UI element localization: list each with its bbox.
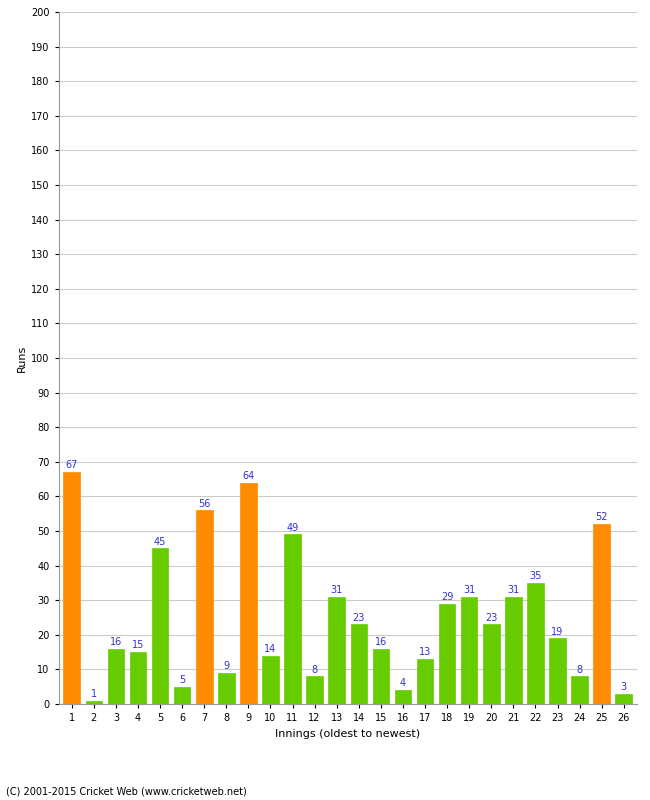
Bar bbox=[196, 510, 213, 704]
Text: 31: 31 bbox=[463, 585, 475, 595]
Bar bbox=[549, 638, 566, 704]
Bar bbox=[483, 625, 500, 704]
Text: 49: 49 bbox=[287, 522, 298, 533]
Text: 23: 23 bbox=[485, 613, 497, 622]
Bar bbox=[130, 652, 146, 704]
Text: 67: 67 bbox=[66, 461, 78, 470]
Text: 23: 23 bbox=[352, 613, 365, 622]
Text: (C) 2001-2015 Cricket Web (www.cricketweb.net): (C) 2001-2015 Cricket Web (www.cricketwe… bbox=[6, 786, 247, 796]
Bar bbox=[593, 524, 610, 704]
Text: 31: 31 bbox=[507, 585, 519, 595]
Bar bbox=[527, 583, 543, 704]
Text: 52: 52 bbox=[595, 512, 608, 522]
Bar bbox=[417, 659, 434, 704]
Y-axis label: Runs: Runs bbox=[17, 344, 27, 372]
Bar bbox=[350, 625, 367, 704]
Bar bbox=[571, 676, 588, 704]
Bar bbox=[461, 597, 478, 704]
Text: 31: 31 bbox=[331, 585, 343, 595]
Bar bbox=[86, 701, 102, 704]
Text: 3: 3 bbox=[621, 682, 627, 692]
Text: 8: 8 bbox=[577, 665, 582, 674]
Bar bbox=[395, 690, 411, 704]
Text: 9: 9 bbox=[223, 661, 229, 671]
Text: 13: 13 bbox=[419, 647, 431, 658]
Text: 14: 14 bbox=[265, 644, 277, 654]
Text: 5: 5 bbox=[179, 675, 185, 685]
X-axis label: Innings (oldest to newest): Innings (oldest to newest) bbox=[275, 729, 421, 738]
Bar bbox=[218, 673, 235, 704]
Text: 35: 35 bbox=[529, 571, 541, 581]
Bar bbox=[439, 604, 456, 704]
Bar bbox=[152, 548, 168, 704]
Bar bbox=[284, 534, 301, 704]
Bar bbox=[505, 597, 522, 704]
Text: 4: 4 bbox=[400, 678, 406, 689]
Text: 8: 8 bbox=[311, 665, 318, 674]
Bar bbox=[174, 686, 190, 704]
Text: 1: 1 bbox=[91, 689, 97, 699]
Text: 56: 56 bbox=[198, 498, 211, 509]
Bar bbox=[372, 649, 389, 704]
Bar bbox=[108, 649, 124, 704]
Text: 29: 29 bbox=[441, 592, 453, 602]
Bar bbox=[262, 655, 279, 704]
Bar bbox=[64, 472, 80, 704]
Bar bbox=[328, 597, 345, 704]
Text: 16: 16 bbox=[110, 637, 122, 647]
Bar bbox=[240, 482, 257, 704]
Text: 45: 45 bbox=[154, 537, 166, 546]
Text: 64: 64 bbox=[242, 471, 255, 481]
Text: 16: 16 bbox=[375, 637, 387, 647]
Bar bbox=[306, 676, 323, 704]
Text: 15: 15 bbox=[132, 640, 144, 650]
Bar bbox=[616, 694, 632, 704]
Text: 19: 19 bbox=[551, 626, 564, 637]
